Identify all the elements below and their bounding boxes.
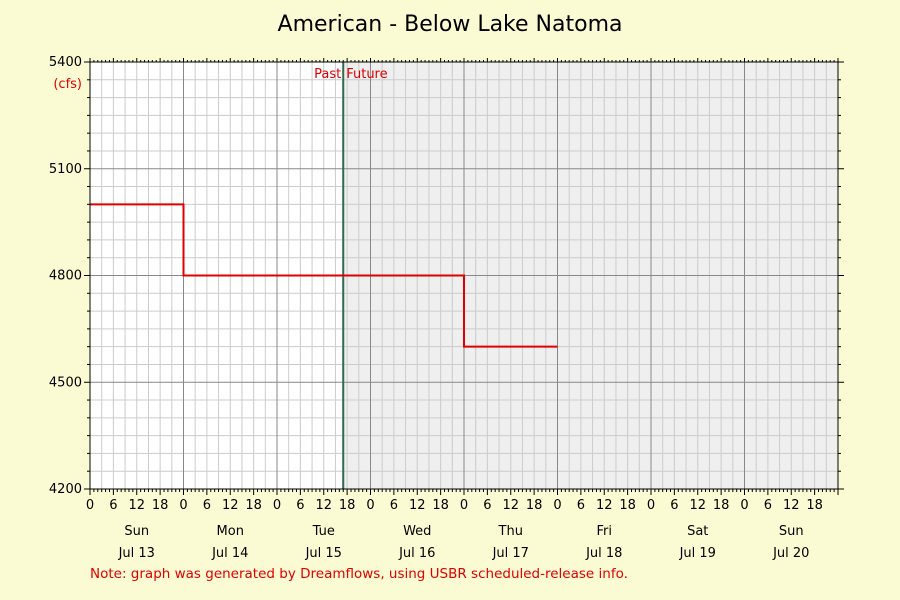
x-hour-label: 0 <box>553 498 561 513</box>
x-date-label: Jul 20 <box>772 546 809 561</box>
x-date-label: Jul 17 <box>492 546 529 561</box>
x-hour-label: 12 <box>409 498 426 513</box>
x-hour-label: 12 <box>128 498 145 513</box>
x-hour-label: 12 <box>689 498 706 513</box>
x-hour-label: 18 <box>152 498 169 513</box>
y-tick-label: 4800 <box>49 269 82 284</box>
x-hour-label: 6 <box>764 498 772 513</box>
x-weekday-label: Mon <box>217 524 244 539</box>
x-hour-label: 18 <box>806 498 823 513</box>
x-weekday-label: Sat <box>687 524 708 539</box>
x-hour-label: 12 <box>783 498 800 513</box>
x-weekday-label: Fri <box>597 524 613 539</box>
x-hour-label: 6 <box>483 498 491 513</box>
x-hour-label: 0 <box>179 498 187 513</box>
x-weekday-label: Tue <box>312 524 335 539</box>
x-hour-label: 6 <box>203 498 211 513</box>
x-hour-label: 6 <box>390 498 398 513</box>
x-hour-label: 18 <box>432 498 449 513</box>
x-hour-label: 18 <box>339 498 356 513</box>
x-hour-label: 0 <box>740 498 748 513</box>
x-date-label: Jul 18 <box>585 546 622 561</box>
x-date-label: Jul 16 <box>398 546 435 561</box>
x-hour-label: 18 <box>713 498 730 513</box>
x-hour-label: 12 <box>315 498 332 513</box>
x-hour-label: 12 <box>596 498 613 513</box>
x-hour-label: 6 <box>296 498 304 513</box>
x-hour-label: 0 <box>366 498 374 513</box>
past-label: Past <box>314 67 341 82</box>
x-hour-label: 6 <box>577 498 585 513</box>
x-hour-label: 0 <box>460 498 468 513</box>
y-tick-label: 5400 <box>49 55 82 70</box>
x-weekday-label: Sun <box>124 524 149 539</box>
x-hour-label: 18 <box>526 498 543 513</box>
x-hour-label: 12 <box>502 498 519 513</box>
x-date-label: Jul 19 <box>679 546 716 561</box>
x-weekday-label: Sun <box>779 524 804 539</box>
future-label: Future <box>346 67 387 82</box>
x-weekday-label: Wed <box>403 524 431 539</box>
chart-title: American - Below Lake Natoma <box>277 12 623 37</box>
y-tick-label: 4200 <box>49 482 82 497</box>
x-hour-label: 18 <box>245 498 262 513</box>
x-hour-label: 0 <box>86 498 94 513</box>
source-note: Note: graph was generated by Dreamflows,… <box>90 566 628 582</box>
x-date-label: Jul 13 <box>118 546 155 561</box>
x-hour-label: 0 <box>273 498 281 513</box>
y-axis-label: (cfs) <box>53 77 82 92</box>
x-date-label: Jul 15 <box>305 546 342 561</box>
x-hour-label: 18 <box>619 498 636 513</box>
y-tick-label: 4500 <box>49 375 82 390</box>
x-date-label: Jul 14 <box>211 546 248 561</box>
x-hour-label: 0 <box>647 498 655 513</box>
x-hour-label: 12 <box>222 498 239 513</box>
x-weekday-label: Thu <box>498 524 523 539</box>
x-hour-label: 6 <box>109 498 117 513</box>
y-tick-label: 5100 <box>49 162 82 177</box>
x-hour-label: 6 <box>670 498 678 513</box>
